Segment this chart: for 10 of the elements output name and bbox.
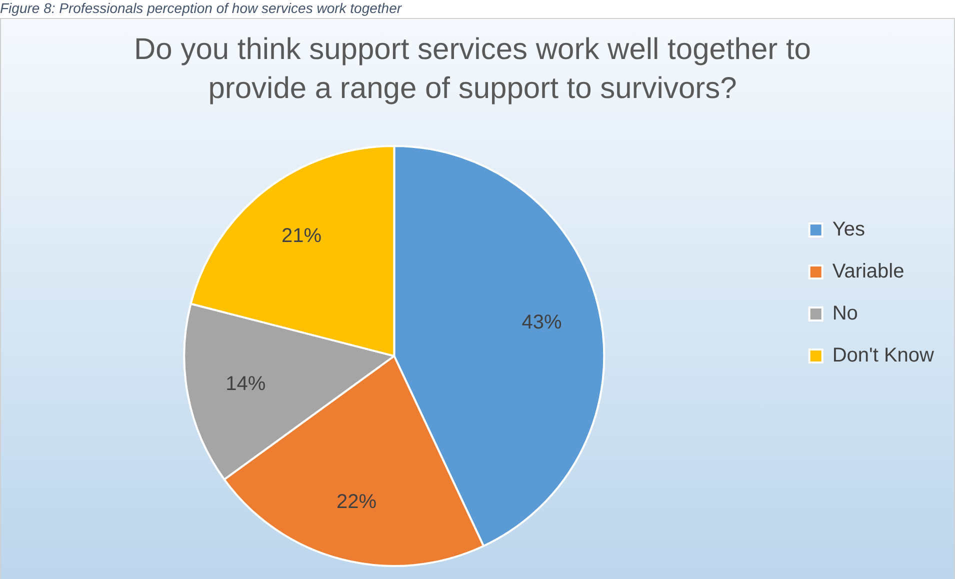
data-label: 43% (522, 312, 562, 334)
data-label: 21% (281, 225, 322, 248)
data-label: 14% (226, 372, 266, 395)
legend-label: Don't Know (832, 344, 935, 367)
legend-label: No (832, 302, 858, 325)
chart-title: Do you think support services work well together to provide a range of support to survivors? (134, 32, 811, 105)
caption: Figure 8: Professionals perception of how services work together (0, 0, 402, 18)
legend-label: Yes (832, 218, 865, 241)
legend-label: Variable (832, 260, 904, 283)
data-label: 22% (336, 490, 377, 513)
